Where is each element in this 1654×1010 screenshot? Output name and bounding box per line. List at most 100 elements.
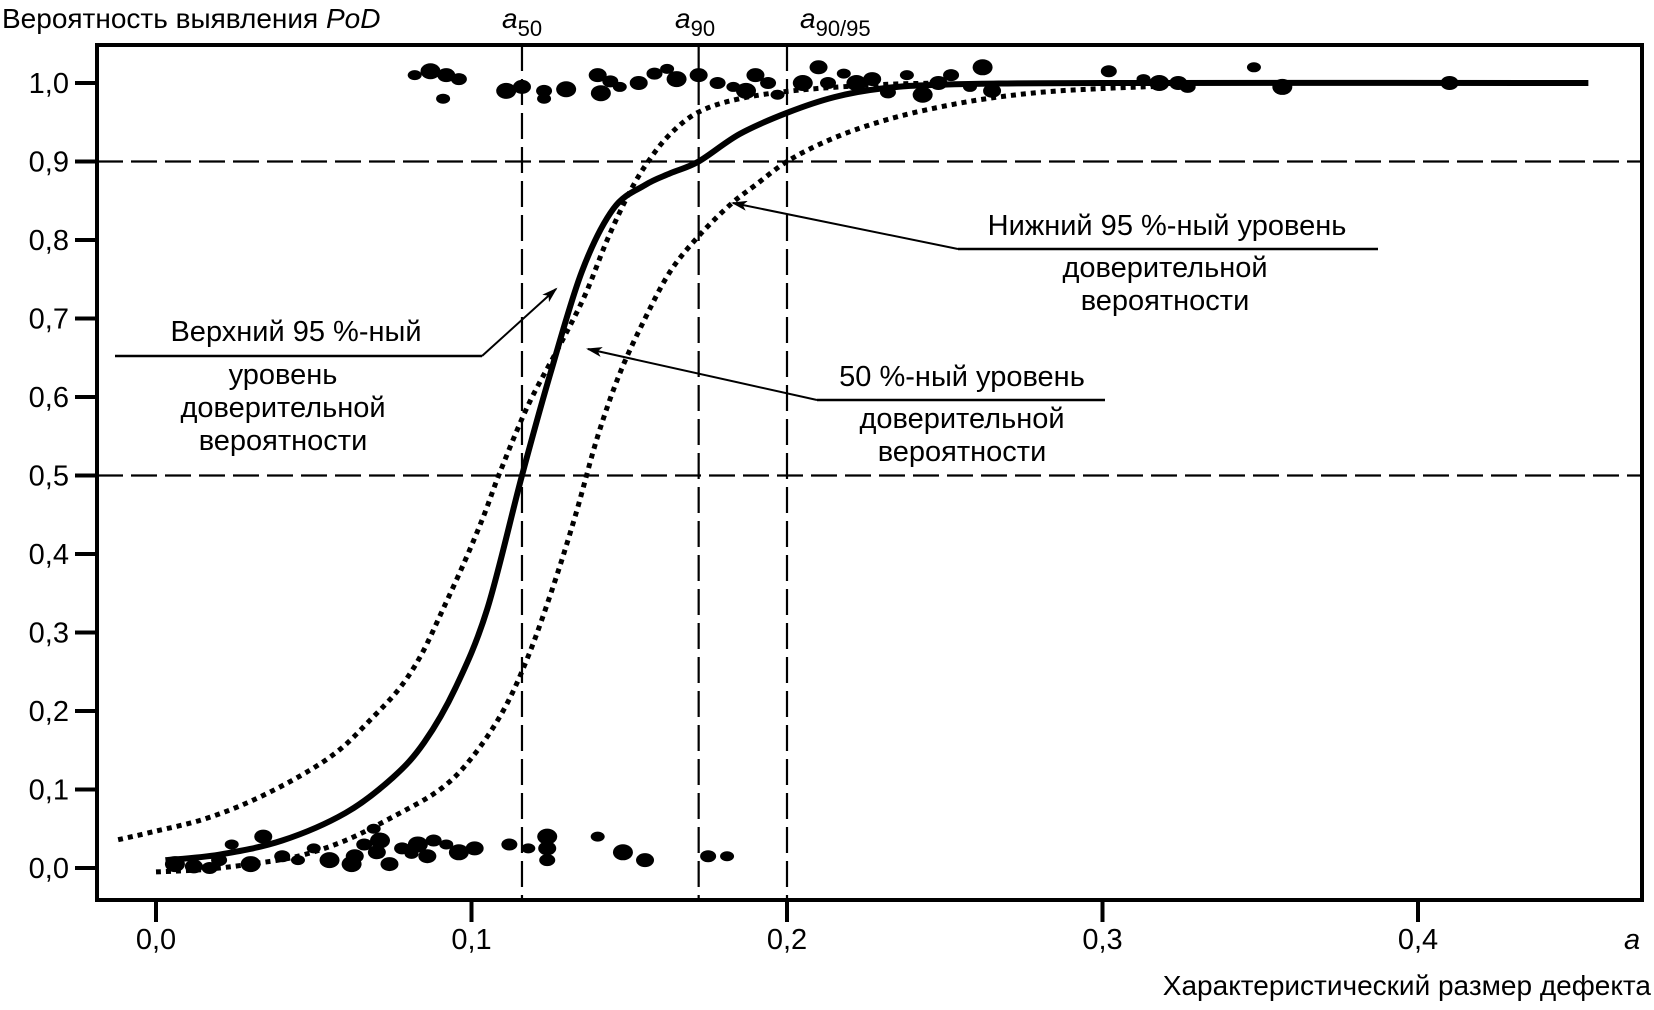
data-point	[846, 75, 867, 91]
data-point	[254, 829, 273, 844]
y-tick-label: 0,5	[29, 461, 69, 493]
data-point	[746, 68, 765, 83]
data-point	[420, 63, 441, 80]
y-tick-label: 0,9	[29, 147, 69, 179]
data-point	[912, 86, 933, 103]
median-label-line-3: вероятности	[878, 436, 1047, 468]
data-point	[646, 67, 663, 80]
data-point	[590, 85, 611, 102]
median-annotation: 50 %-ный уровень доверительной вероятнос…	[586, 347, 1105, 468]
y-axis-title-symbol: PoD	[326, 3, 380, 34]
a50-label-base: a	[502, 3, 518, 34]
data-point	[407, 70, 422, 81]
y-tick-label: 0,2	[29, 696, 69, 728]
x-axis-symbol: a	[1624, 924, 1640, 956]
data-point	[496, 82, 517, 99]
x-tick-label: 0,4	[1398, 924, 1438, 956]
x-tick-label: 0,2	[767, 924, 807, 956]
data-point	[720, 851, 735, 862]
a90-label: a90	[675, 3, 715, 41]
data-point	[760, 77, 777, 89]
data-point	[501, 838, 518, 851]
x-tick-label: 0,3	[1082, 924, 1122, 956]
data-point	[224, 839, 239, 850]
upper-95-label-line-2: уровень	[229, 359, 338, 391]
a90-label-sub: 90	[691, 16, 715, 41]
upper-95-annotation: Верхний 95 %-ный уровень доверительной в…	[115, 287, 558, 457]
data-point	[418, 849, 437, 864]
data-point	[521, 843, 536, 854]
y-axis-title-text: Вероятность выявления	[2, 3, 326, 34]
median-curve	[165, 79, 1589, 864]
median-leader-arrow	[586, 347, 818, 401]
data-point	[539, 854, 556, 867]
data-point	[407, 836, 428, 853]
data-point	[612, 844, 633, 861]
data-point	[972, 59, 993, 76]
a90-95-label: a90/95	[800, 3, 871, 41]
upper-95-leader-arrow	[481, 287, 558, 357]
lower-95-leader-arrow	[731, 200, 959, 250]
data-point	[537, 828, 558, 845]
data-point	[538, 841, 557, 856]
a50-label-sub: 50	[518, 16, 542, 41]
a90-label-base: a	[675, 3, 691, 34]
data-point	[836, 68, 851, 79]
upper-95-label-line-1: Верхний 95 %-ный	[170, 316, 421, 348]
lower-95-label-line-2: доверительной	[1062, 252, 1267, 284]
data-point	[1100, 65, 1117, 78]
median-label-line-2: доверительной	[859, 403, 1064, 435]
y-axis-title: Вероятность выявления PoD	[2, 3, 380, 34]
data-point	[660, 63, 675, 74]
y-tick-label: 0,6	[29, 382, 69, 414]
data-point	[689, 68, 708, 83]
lower-95-curve	[155, 83, 1166, 875]
data-point	[590, 831, 605, 842]
y-tick-label: 0,7	[29, 304, 69, 336]
median-label-line-1: 50 %-ный уровень	[839, 361, 1085, 393]
data-point	[899, 70, 914, 81]
data-point	[612, 81, 627, 92]
data-point	[439, 839, 454, 850]
data-point	[943, 69, 960, 82]
lower-95-label-line-1: Нижний 95 %-ный уровень	[988, 210, 1347, 242]
data-point	[425, 834, 442, 847]
axis-ticks: 0,0 0,1 0,2 0,3 0,4 0,5 0,6 0,7 0,8 0,9 1,0 0,0 0,1 0…	[29, 68, 1438, 956]
a50-label: a50	[502, 3, 542, 41]
lower-95-label-line-3: вероятности	[1081, 285, 1250, 317]
upper-95-label-line-4: вероятности	[199, 425, 368, 457]
a90-95-label-base: a	[800, 3, 816, 34]
y-tick-label: 0,1	[29, 775, 69, 807]
data-point	[629, 76, 648, 90]
data-point	[370, 832, 391, 849]
data-point	[367, 845, 386, 860]
data-point	[809, 60, 828, 75]
data-point	[319, 852, 340, 869]
data-point	[983, 83, 1002, 98]
y-tick-label: 0,4	[29, 539, 69, 571]
data-point	[240, 856, 261, 873]
x-tick-label: 0,1	[451, 924, 491, 956]
data-point	[341, 856, 362, 873]
x-tick-label: 0,0	[136, 924, 176, 956]
x-axis-title: Характеристический размер дефекта	[1163, 970, 1652, 1001]
data-point	[290, 855, 305, 866]
upper-95-curve	[117, 80, 945, 843]
data-point	[556, 81, 577, 98]
observation-points	[164, 59, 1459, 874]
plot-frame	[95, 43, 1644, 902]
data-point	[735, 82, 756, 99]
data-point	[465, 841, 484, 856]
data-point	[537, 93, 552, 104]
data-point	[512, 79, 531, 94]
y-tick-label: 1,0	[29, 68, 69, 100]
data-point	[700, 850, 717, 863]
data-point	[380, 857, 399, 872]
data-point	[356, 838, 373, 851]
y-tick-label: 0,0	[29, 853, 69, 885]
data-point	[448, 844, 469, 861]
data-point	[636, 853, 655, 868]
data-point	[450, 73, 467, 86]
data-point	[437, 68, 456, 83]
